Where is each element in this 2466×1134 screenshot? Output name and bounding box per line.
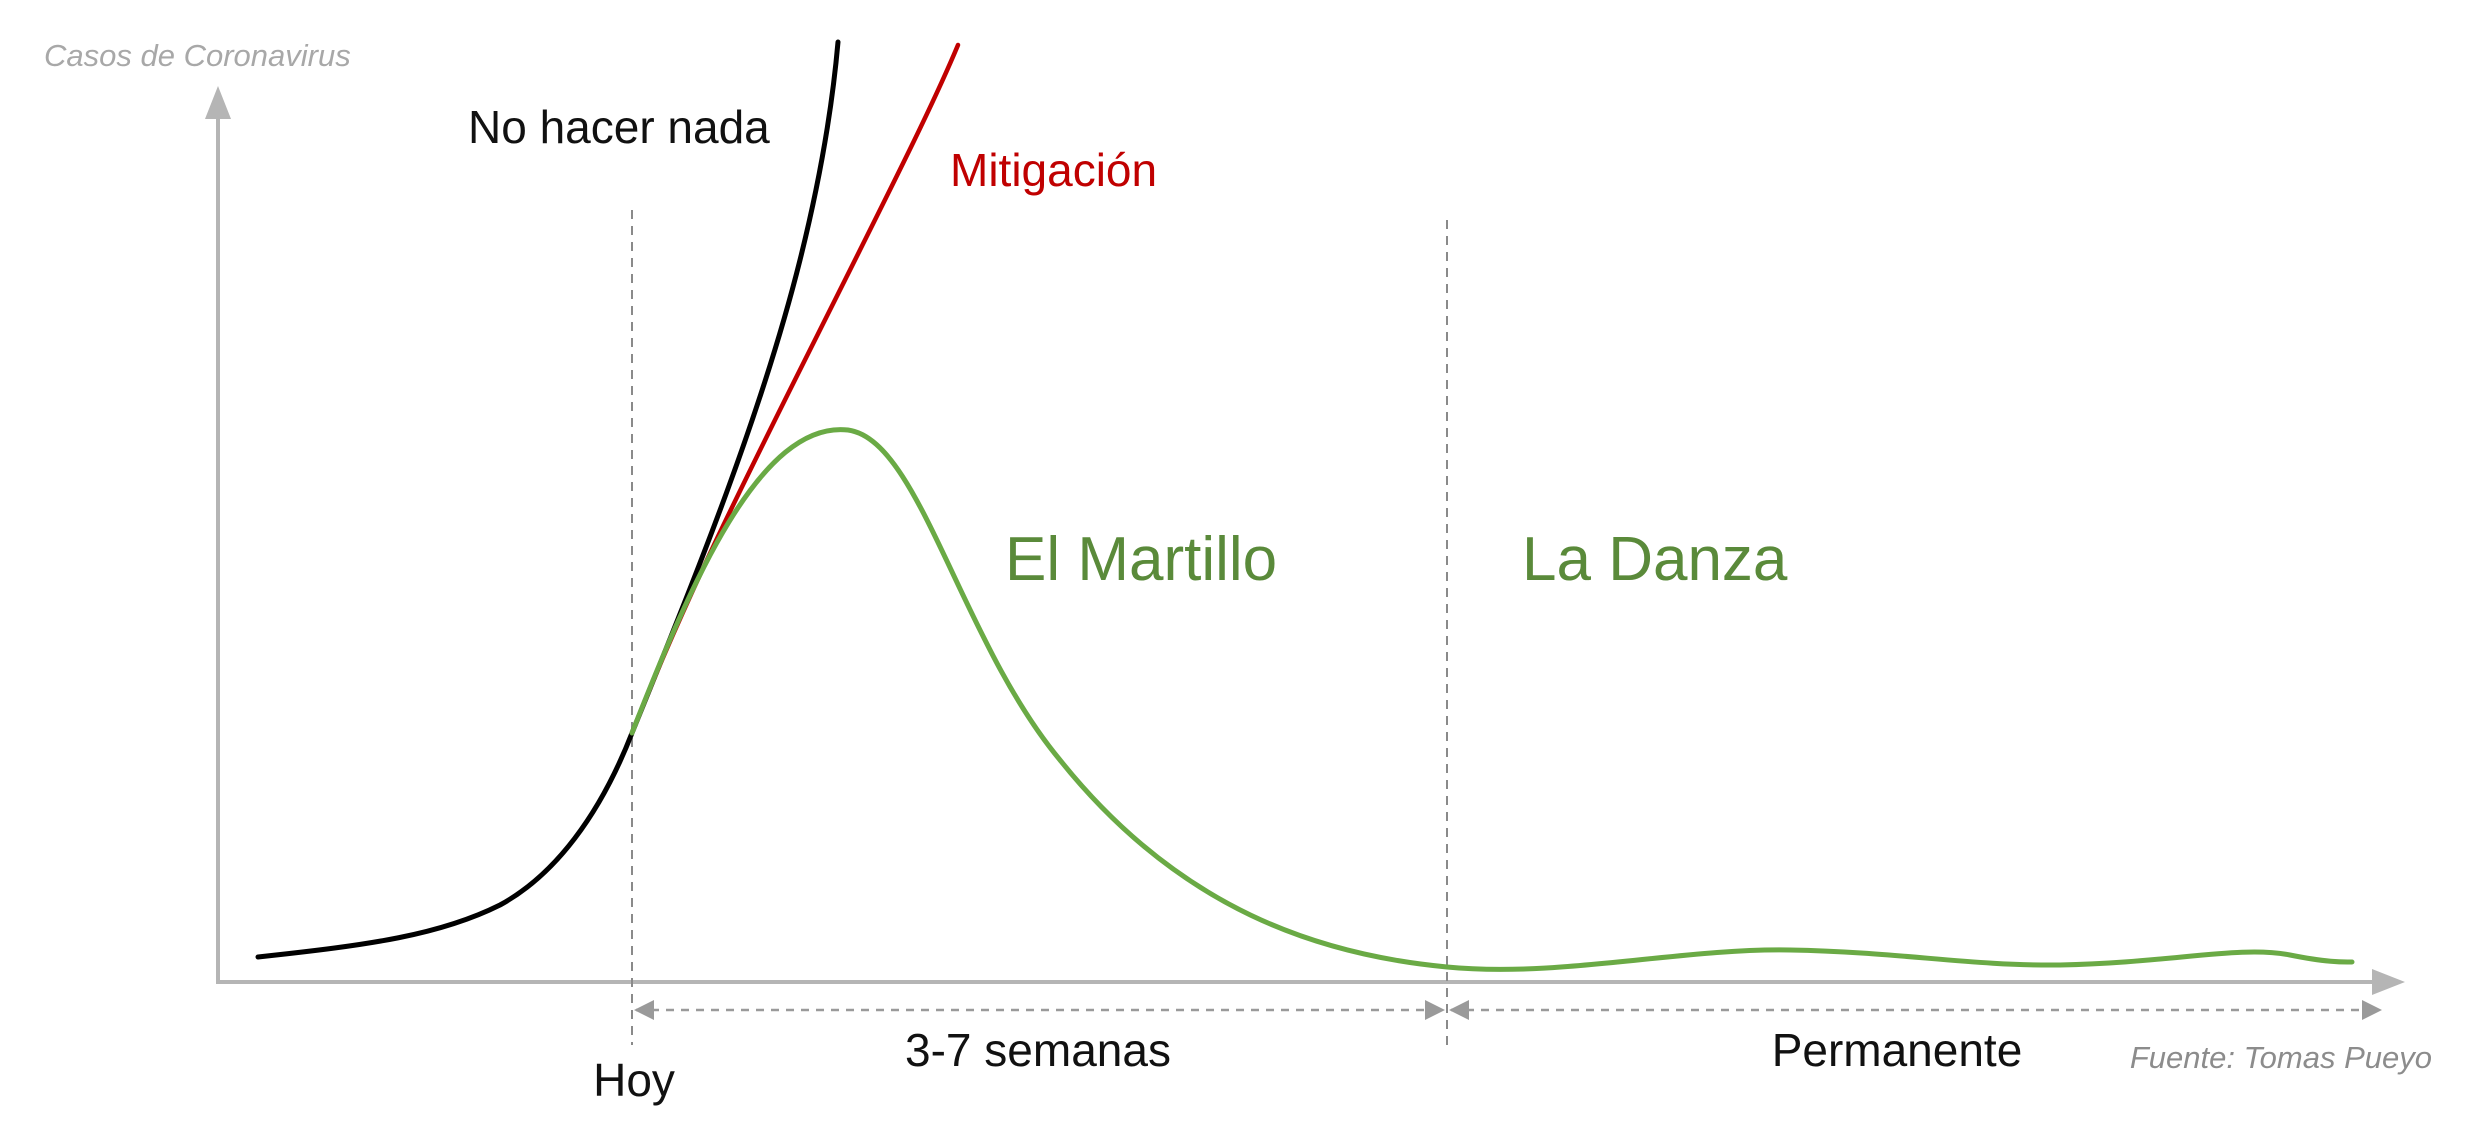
period-label-dance: Permanente [1772, 1024, 2023, 1076]
series-label-do-nothing: No hacer nada [468, 101, 770, 153]
y-axis-arrow [205, 86, 231, 119]
section-label-hammer: El Martillo [1005, 525, 1277, 594]
period-label-hammer: 3-7 semanas [905, 1024, 1171, 1076]
source-note: Fuente: Tomas Pueyo [2130, 1040, 2432, 1075]
y-axis-title: Casos de Coronavirus [44, 38, 351, 73]
series-label-mitigation: Mitigación [950, 144, 1157, 196]
x-axis-arrow [2372, 969, 2405, 995]
series-line-do-nothing [255, 39, 841, 960]
today-label: Hoy [593, 1054, 675, 1106]
section-label-dance: La Danza [1522, 525, 1788, 594]
series-line-hammer-dance [629, 427, 2355, 972]
